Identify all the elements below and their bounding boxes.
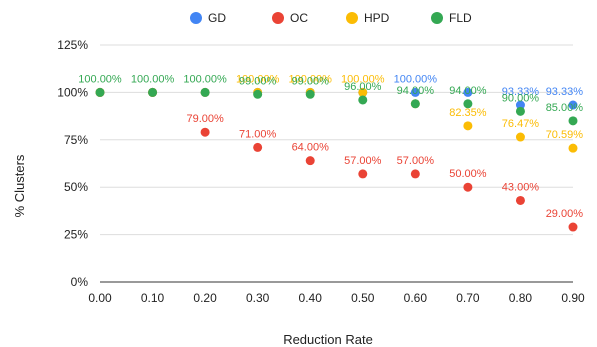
- data-point: [463, 121, 473, 131]
- data-label: 43.00%: [502, 181, 540, 193]
- y-tick-label: 25%: [64, 228, 88, 242]
- data-point: [568, 222, 578, 232]
- data-label: 94.00%: [449, 85, 487, 97]
- labels-fld: 100.00% 100.00% 100.00% 99.00% 99.00% 96.00% 9…: [78, 73, 583, 113]
- y-axis: 0% 25% 50% 75% 100% 125%: [57, 38, 88, 289]
- data-label: 71.00%: [239, 128, 277, 140]
- data-point: [305, 89, 315, 99]
- plot-area: 100.00% 93.33% 93.33% 79.00% 71.00% 64.00% 57.…: [78, 73, 584, 232]
- data-label: 93.33%: [502, 86, 540, 98]
- y-tick-label: 0%: [71, 275, 89, 289]
- data-label: 100.00%: [289, 73, 333, 85]
- data-label: 100.00%: [183, 73, 227, 85]
- legend-label-hpd: HPD: [364, 11, 390, 25]
- data-label: 100.00%: [78, 73, 122, 85]
- data-label: 99.00%: [239, 75, 277, 87]
- labels-hpd: 100.00% 100.00% 100.00% 82.35% 76.47% 70.59%: [236, 73, 583, 141]
- data-point: [253, 89, 263, 99]
- x-tick-label: 0.80: [509, 291, 533, 305]
- data-point: [515, 195, 525, 205]
- y-tick-label: 125%: [57, 38, 88, 52]
- data-label: 79.00%: [186, 113, 224, 125]
- data-label: 100.00%: [236, 73, 280, 85]
- legend-marker-gd: [190, 12, 202, 24]
- data-label: 90.00%: [502, 92, 540, 104]
- data-point: [568, 100, 578, 110]
- labels-gd: 100.00% 93.33% 93.33%: [394, 73, 584, 98]
- data-label: 99.00%: [292, 75, 330, 87]
- data-point: [358, 87, 368, 97]
- data-label: 100.00%: [131, 73, 175, 85]
- data-point: [95, 87, 105, 97]
- x-tick-label: 0.00: [88, 291, 112, 305]
- data-point: [358, 95, 368, 105]
- data-label: 85.00%: [546, 102, 584, 114]
- data-point: [410, 99, 420, 109]
- data-point: [463, 87, 473, 97]
- x-tick-label: 0.90: [561, 291, 585, 305]
- data-point: [515, 132, 525, 142]
- data-point: [200, 87, 210, 97]
- data-point: [305, 156, 315, 166]
- y-tick-label: 100%: [57, 85, 88, 99]
- data-point: [568, 143, 578, 153]
- data-label: 70.59%: [546, 129, 584, 141]
- x-axis-title: Reduction Rate: [283, 332, 373, 347]
- x-axis: 0.00 0.10 0.20 0.30 0.40 0.50 0.60 0.70 0.80 0.90: [88, 291, 585, 305]
- legend-label-fld: FLD: [449, 11, 472, 25]
- legend-label-gd: GD: [208, 11, 226, 25]
- x-tick-label: 0.40: [299, 291, 323, 305]
- data-label: 100.00%: [394, 73, 438, 85]
- data-point: [148, 87, 158, 97]
- data-label: 100.00%: [341, 73, 385, 85]
- legend-marker-oc: [272, 12, 284, 24]
- series-fld: [95, 87, 578, 126]
- x-tick-label: 0.30: [246, 291, 270, 305]
- legend: GD OC HPD FLD: [190, 11, 472, 25]
- data-label: 96.00%: [344, 81, 382, 93]
- data-point: [515, 100, 525, 110]
- data-point: [463, 182, 473, 192]
- data-point: [410, 87, 420, 97]
- data-point: [358, 169, 368, 179]
- y-tick-label: 75%: [64, 133, 88, 147]
- data-label: 76.47%: [502, 118, 540, 130]
- data-label: 29.00%: [546, 208, 584, 220]
- x-tick-label: 0.50: [351, 291, 375, 305]
- data-point: [515, 106, 525, 116]
- data-label: 82.35%: [449, 107, 487, 119]
- legend-marker-fld: [431, 12, 443, 24]
- data-label: 94.00%: [397, 85, 435, 97]
- legend-marker-hpd: [346, 12, 358, 24]
- data-label: 50.00%: [449, 168, 487, 180]
- x-tick-label: 0.70: [456, 291, 480, 305]
- data-point: [463, 99, 473, 109]
- y-tick-label: 50%: [64, 180, 88, 194]
- data-label: 57.00%: [344, 155, 382, 167]
- data-point: [410, 169, 420, 179]
- data-point: [253, 142, 263, 152]
- legend-label-oc: OC: [290, 11, 308, 25]
- data-label: 64.00%: [292, 142, 330, 154]
- gridlines: [100, 44, 573, 283]
- x-tick-label: 0.60: [404, 291, 428, 305]
- data-label: 93.33%: [546, 86, 584, 98]
- data-point: [568, 116, 578, 126]
- x-tick-label: 0.20: [193, 291, 217, 305]
- series-oc: [95, 87, 578, 232]
- data-label: 57.00%: [397, 155, 435, 167]
- x-tick-label: 0.10: [141, 291, 165, 305]
- y-axis-title: % Clusters: [12, 154, 27, 217]
- labels-oc: 79.00% 71.00% 64.00% 57.00% 57.00% 50.00% 43.0…: [186, 113, 583, 220]
- data-point: [200, 127, 210, 137]
